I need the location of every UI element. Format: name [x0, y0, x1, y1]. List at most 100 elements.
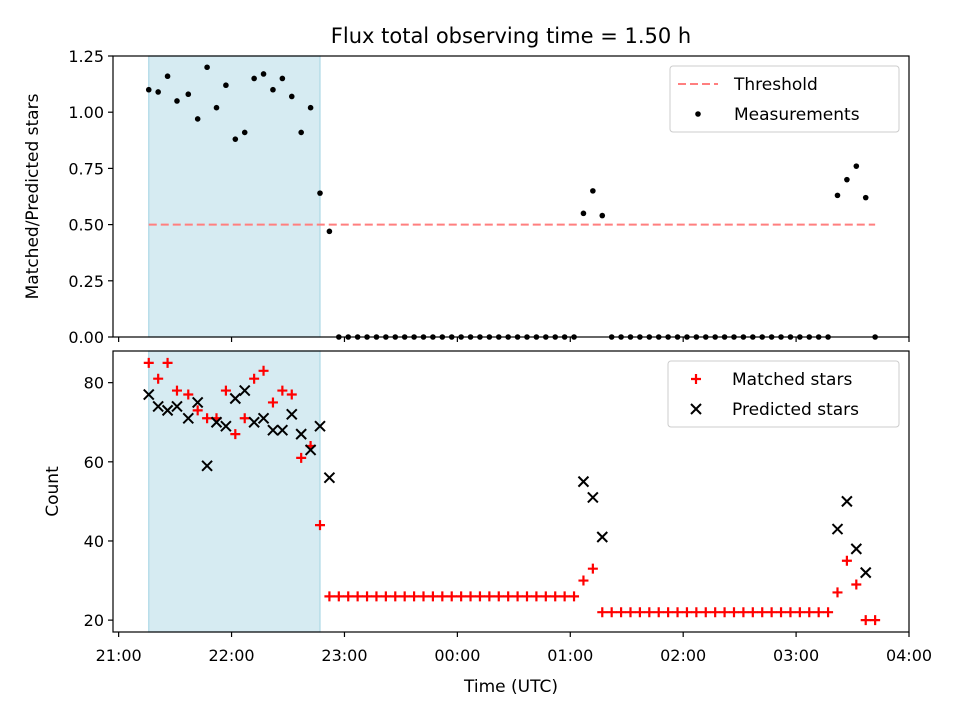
predicted-point — [267, 424, 279, 436]
measurement-point — [862, 194, 869, 201]
matched-point — [634, 607, 645, 618]
measurement-point — [317, 190, 323, 196]
x-tick-label: 04:00 — [886, 646, 932, 665]
matched-point — [625, 607, 636, 618]
measurement-point — [155, 89, 161, 95]
measurement-point — [223, 82, 229, 89]
matched-point — [738, 607, 749, 618]
x-axis-label: Time (UTC) — [463, 677, 558, 697]
matched-point — [794, 607, 805, 618]
legend-measurement-swatch — [695, 111, 701, 117]
axes-frame — [112, 350, 910, 633]
matched-point — [616, 607, 627, 618]
legend-label: Predicted stars — [732, 400, 859, 420]
matched-point — [851, 579, 862, 590]
matched-point — [267, 397, 278, 408]
matched-point — [663, 607, 674, 618]
measurement-point — [599, 212, 606, 219]
observing-span — [148, 55, 321, 338]
axes-frame — [112, 55, 910, 338]
measurement-point — [194, 116, 201, 122]
predicted-point — [841, 495, 853, 508]
bottom-panel: 20 40 60 80 21:00 22:00 23:00 00:00 01:00 02:00 03… — [43, 350, 932, 665]
predicted-point — [314, 420, 326, 432]
matched-point — [239, 413, 250, 424]
predicted-point — [143, 388, 155, 401]
predicted-point — [323, 471, 336, 484]
chart-title: Flux total observing time = 1.50 h — [331, 24, 691, 48]
matched-point — [296, 452, 307, 463]
matched-point — [230, 429, 241, 440]
predicted-point — [220, 420, 232, 432]
matched-point — [644, 607, 655, 618]
matched-point — [597, 607, 608, 618]
matched-point — [380, 591, 391, 602]
predicted-point — [577, 475, 590, 488]
matched-point — [719, 607, 730, 618]
matched-point — [569, 591, 580, 602]
matched-point — [484, 591, 495, 602]
matched-point — [578, 575, 589, 586]
matched-point — [343, 591, 354, 602]
measurement-point — [270, 86, 276, 93]
measurement-point — [844, 176, 850, 183]
legend-box — [667, 360, 900, 428]
predicted-point — [295, 428, 307, 440]
predicted-point — [229, 392, 242, 405]
predicted-point — [239, 384, 251, 397]
matched-point — [672, 607, 683, 618]
matched-point — [841, 555, 852, 566]
y-tick-label: 40 — [84, 532, 104, 551]
measurement-point — [580, 210, 587, 217]
matched-point — [681, 607, 692, 618]
legend-label: Matched stars — [732, 370, 852, 390]
matched-point — [437, 591, 448, 602]
matched-point — [540, 591, 551, 602]
matched-point — [606, 607, 617, 618]
legend-label: Threshold — [733, 75, 818, 95]
measurement-point — [288, 93, 295, 100]
legend-box — [669, 65, 900, 133]
predicted-point — [248, 416, 260, 428]
predicted-point — [257, 412, 270, 424]
predicted-point — [304, 444, 317, 456]
matched-point — [427, 591, 438, 602]
measurement-point — [326, 228, 333, 235]
matched-point — [465, 591, 476, 602]
matched-point — [550, 591, 561, 602]
matched-point — [766, 607, 777, 618]
legend-label: Measurements — [734, 105, 860, 125]
predicted-point — [850, 543, 863, 555]
matched-point — [418, 591, 429, 602]
measurement-point — [307, 104, 314, 111]
matched-point — [776, 607, 787, 618]
matched-point — [493, 591, 504, 602]
matched-point — [371, 591, 382, 602]
matched-point — [512, 591, 523, 602]
measurement-point — [164, 73, 171, 80]
matched-point — [324, 591, 335, 602]
matched-point — [352, 591, 363, 602]
matched-point — [362, 591, 373, 602]
matched-point — [747, 607, 758, 618]
legend: Matched stars Predicted stars — [667, 360, 900, 428]
predicted-point — [152, 400, 164, 413]
matched-point — [314, 520, 325, 531]
matched-point — [220, 385, 231, 396]
measurement-point — [853, 163, 860, 169]
measurement-point — [241, 129, 248, 136]
matched-point — [286, 389, 297, 400]
matched-point — [456, 591, 467, 602]
matched-point — [813, 607, 824, 618]
predicted-point — [831, 523, 844, 535]
y-tick-label: 20 — [84, 611, 104, 630]
measurement-point — [260, 71, 267, 77]
measurement-point — [174, 98, 180, 104]
matched-point — [143, 357, 154, 368]
predicted-point — [182, 412, 194, 424]
matched-point — [757, 607, 768, 618]
observing-span — [148, 350, 321, 633]
matched-point — [700, 607, 711, 618]
matched-point — [804, 607, 815, 618]
x-tick-label: 22:00 — [208, 646, 254, 665]
